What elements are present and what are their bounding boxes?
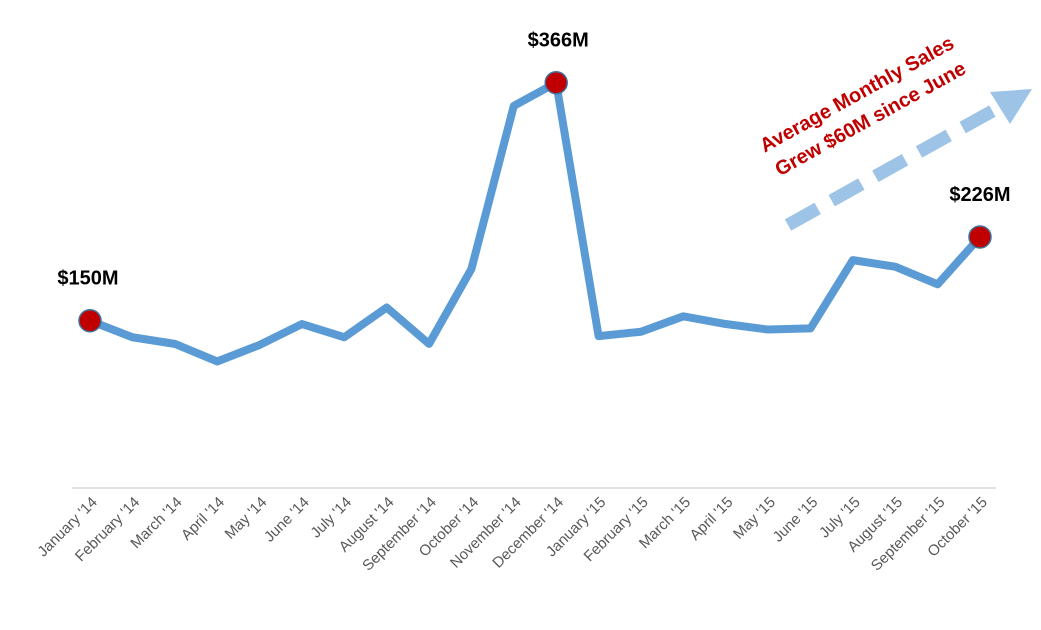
- x-tick-label: June '14: [261, 494, 313, 546]
- data-label: $150M: [57, 268, 118, 290]
- x-tick-label: September '14: [359, 494, 440, 575]
- highlight-point: [544, 70, 568, 95]
- x-tick-label: April '14: [178, 494, 228, 544]
- x-tick-label: June '15: [770, 494, 822, 546]
- trend-arrow-head: [990, 89, 1032, 124]
- highlight-point: [78, 308, 102, 333]
- trend-arrow-shaft: [784, 98, 1009, 231]
- data-label: $226M: [949, 184, 1010, 206]
- data-label: $366M: [528, 30, 589, 52]
- highlight-point: [968, 225, 992, 249]
- sales-series-line: [86, 78, 984, 366]
- x-tick-label: April '15: [687, 494, 737, 544]
- x-tick-label: September '15: [868, 494, 949, 575]
